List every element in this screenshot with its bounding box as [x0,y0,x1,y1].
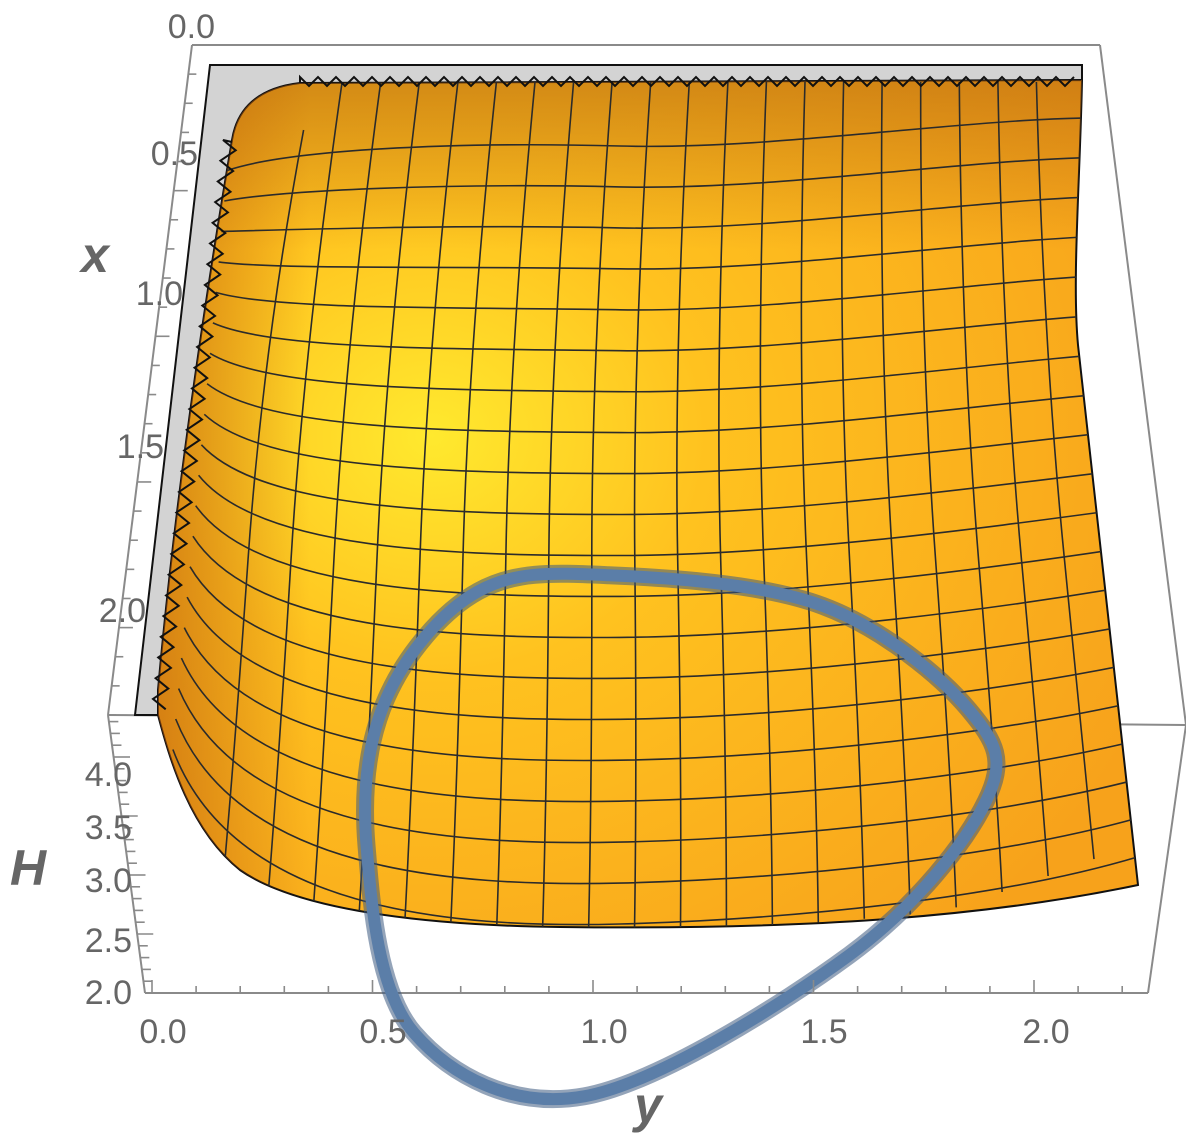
h-tick-label: 3.5 [85,809,132,847]
x-tick-label: 2.0 [99,592,146,630]
mesh-line [224,156,1138,202]
mesh-line [212,312,1138,352]
mesh-line [633,81,652,928]
mesh-line [226,117,1138,172]
y-tick-label: 1.0 [580,1013,627,1051]
h-axis-title: H [10,840,47,896]
mesh-line [220,129,305,905]
y-tick-label: 2.0 [1022,1013,1069,1051]
x-tick-label: 0.0 [168,8,215,46]
mesh-line [266,81,343,910]
mesh-line [449,81,498,926]
y-tick-label: 0.5 [359,1013,406,1051]
mesh-line [495,81,536,928]
mesh-lines-y [220,81,1095,928]
mesh-line [404,81,459,923]
mesh-line [587,81,613,928]
x-tick-label: 1.0 [136,275,183,313]
mesh-line [919,81,957,908]
mesh-line [209,350,1138,393]
mesh-line [759,81,774,926]
mesh-line [541,81,575,928]
box-edge [1147,724,1186,994]
mesh-line [195,505,1138,598]
surface [151,74,1140,929]
y-axis-title: y [631,1077,664,1133]
mesh-line [841,81,866,919]
mesh-line [192,535,1138,639]
h-tick-label: 4.0 [85,756,132,794]
surface-top-edge [299,74,1075,88]
mesh-line [997,81,1049,877]
mesh-line [172,749,1138,926]
mesh-lines-x [172,117,1138,926]
mesh-line [197,474,1138,557]
x-axis-title: x [78,227,111,283]
box-edge [107,714,146,994]
mesh-line [206,383,1138,434]
h-tick-label: 3.0 [85,862,132,900]
mesh-line [215,273,1138,311]
mesh-line [218,234,1138,270]
mesh-line [880,81,911,915]
level-curve [359,567,1003,1106]
mesh-line [676,81,691,928]
mesh-line [800,81,820,923]
mesh-line [174,718,1138,885]
mesh-line [186,596,1138,721]
h-tick-label: 2.0 [85,974,132,1012]
mesh-line [221,195,1138,233]
mesh-line [203,413,1138,475]
y-tick-label: 1.5 [800,1013,847,1051]
mesh-line [718,81,729,928]
box-edge [107,44,193,716]
x-tick-label: 0.5 [151,135,198,173]
tick-marks [108,44,1123,994]
mesh-line [189,566,1138,680]
mesh-line [200,444,1138,516]
surface-left-edge [151,139,238,711]
h-tick-label: 2.5 [85,922,132,960]
y-tick-label: 0.0 [139,1013,186,1051]
mesh-line [1035,81,1095,860]
box-edge [1099,44,1186,726]
x-tick-label: 1.5 [117,428,164,466]
